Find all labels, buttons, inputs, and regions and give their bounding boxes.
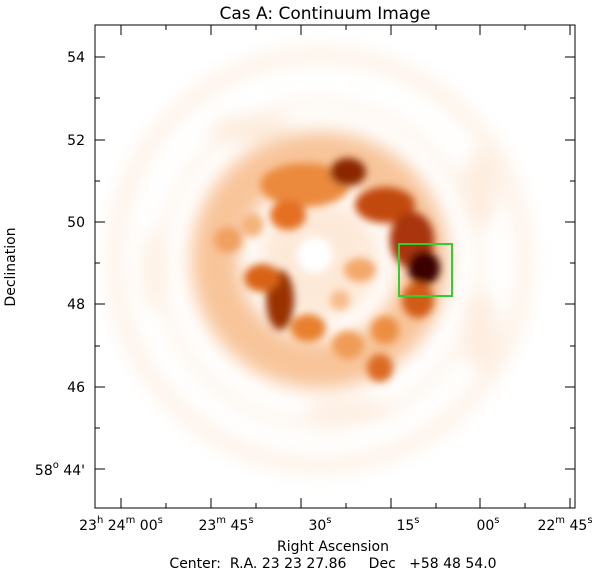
ra-tick-labels: 23h 24m 00s 23m 45s 30s 15s 00s 22m 45s — [79, 515, 592, 534]
center-coordinates: Center: R.A. 23 23 27.86 Dec +58 48 54.0 — [169, 556, 496, 572]
ra-tick-label: 15s — [396, 515, 419, 534]
ra-tick-label: 22m 45s — [537, 515, 592, 534]
y-axis-label: Declination — [3, 227, 19, 306]
ra-tick-label: 30s — [308, 515, 331, 534]
ra-tick-label: 23h 24m 00s — [79, 515, 163, 534]
dec-tick-label: 46 — [67, 380, 85, 396]
selection-box — [398, 243, 453, 297]
radio-image — [95, 25, 575, 508]
dec-origin-label: 58o 44' — [35, 460, 85, 479]
ra-tick-label: 23m 45s — [198, 515, 253, 534]
ra-tick-label: 00s — [476, 515, 499, 534]
figure-title: Cas A: Continuum Image — [220, 4, 431, 24]
x-axis-label: Right Ascension — [277, 539, 389, 555]
dec-tick-label: 50 — [67, 215, 85, 231]
tick-marks — [95, 25, 575, 508]
plot-frame — [94, 24, 576, 509]
dec-tick-label: 52 — [67, 133, 85, 149]
dec-tick-label: 48 — [67, 297, 85, 313]
dec-tick-label: 54 — [67, 50, 85, 66]
dec-tick-labels: 54 52 50 48 46 58o 44' — [35, 50, 85, 479]
